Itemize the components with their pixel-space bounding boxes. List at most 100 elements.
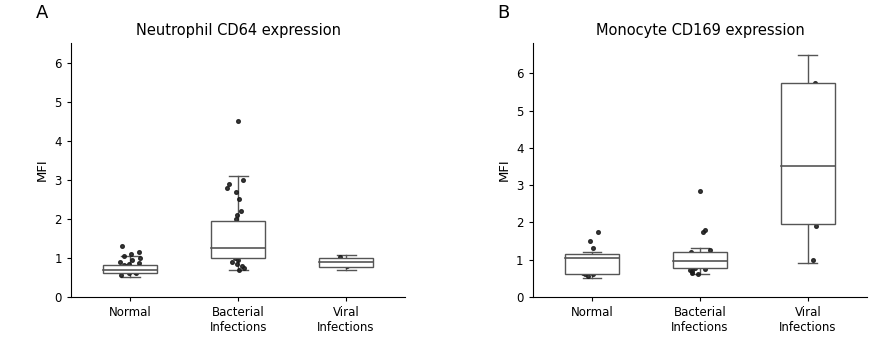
Point bbox=[691, 272, 705, 277]
Point bbox=[123, 267, 137, 273]
Point bbox=[686, 260, 700, 265]
Point bbox=[700, 264, 714, 269]
Point bbox=[587, 266, 601, 272]
Point bbox=[133, 255, 147, 261]
Point bbox=[586, 245, 600, 251]
Point bbox=[701, 253, 715, 259]
Point bbox=[589, 260, 603, 266]
Point bbox=[587, 258, 601, 264]
Point bbox=[341, 257, 355, 263]
Point bbox=[575, 264, 589, 269]
Bar bbox=[319, 258, 373, 267]
Point bbox=[114, 264, 128, 270]
Point bbox=[685, 268, 699, 274]
Point bbox=[581, 265, 596, 271]
Point bbox=[237, 247, 251, 253]
Point bbox=[229, 228, 243, 233]
Point bbox=[593, 262, 607, 268]
Bar bbox=[781, 83, 835, 224]
Point bbox=[806, 257, 820, 262]
Point bbox=[132, 249, 146, 255]
Title: Monocyte CD169 expression: Monocyte CD169 expression bbox=[596, 23, 804, 38]
Point bbox=[696, 258, 711, 264]
Point bbox=[113, 259, 127, 265]
Point bbox=[236, 265, 250, 270]
Point bbox=[126, 257, 140, 263]
Point bbox=[591, 269, 605, 274]
Point bbox=[232, 267, 246, 273]
Bar bbox=[565, 254, 619, 274]
Point bbox=[575, 270, 589, 275]
Point bbox=[234, 208, 248, 214]
Point bbox=[222, 181, 236, 187]
Point bbox=[231, 257, 245, 263]
Point bbox=[329, 259, 343, 265]
Point bbox=[809, 223, 823, 229]
Point bbox=[685, 257, 699, 262]
Y-axis label: MFI: MFI bbox=[497, 159, 511, 181]
Point bbox=[240, 226, 254, 232]
Point bbox=[118, 266, 132, 272]
Point bbox=[228, 233, 242, 239]
Point bbox=[695, 262, 709, 268]
Text: A: A bbox=[35, 4, 48, 22]
Point bbox=[231, 118, 245, 124]
Point bbox=[699, 251, 713, 257]
Point bbox=[343, 260, 358, 265]
Point bbox=[334, 254, 348, 260]
Point bbox=[591, 229, 605, 235]
Point bbox=[586, 260, 600, 265]
Point bbox=[582, 238, 596, 244]
Bar bbox=[673, 252, 727, 268]
Point bbox=[119, 264, 133, 269]
Point bbox=[124, 251, 138, 257]
Point bbox=[227, 245, 242, 251]
Point bbox=[129, 270, 143, 276]
Title: Neutrophil CD64 expression: Neutrophil CD64 expression bbox=[135, 23, 341, 38]
Point bbox=[114, 273, 128, 278]
Point bbox=[117, 262, 131, 268]
Point bbox=[581, 255, 595, 261]
Point bbox=[340, 264, 354, 269]
Point bbox=[335, 258, 349, 264]
Point bbox=[230, 239, 244, 245]
Point bbox=[807, 164, 821, 169]
Point bbox=[689, 265, 703, 271]
Point bbox=[683, 249, 697, 255]
Bar bbox=[212, 221, 266, 258]
Point bbox=[578, 271, 592, 277]
Point bbox=[114, 266, 128, 272]
Point bbox=[122, 261, 136, 266]
Point bbox=[133, 260, 147, 265]
Point bbox=[697, 266, 712, 272]
Point bbox=[230, 232, 244, 237]
Point bbox=[120, 264, 135, 270]
Point bbox=[134, 268, 148, 274]
Point bbox=[123, 265, 137, 271]
Point bbox=[697, 227, 712, 233]
Point bbox=[685, 270, 699, 275]
Point bbox=[118, 253, 132, 259]
Point bbox=[687, 264, 701, 270]
Bar bbox=[104, 265, 158, 273]
Point bbox=[220, 185, 235, 190]
Point bbox=[692, 255, 706, 261]
Point bbox=[575, 261, 589, 267]
Point bbox=[694, 260, 708, 266]
Point bbox=[343, 262, 358, 268]
Point bbox=[124, 268, 138, 273]
Text: B: B bbox=[497, 4, 510, 22]
Point bbox=[684, 261, 698, 267]
Point bbox=[593, 263, 607, 269]
Point bbox=[224, 224, 238, 230]
Point bbox=[230, 261, 244, 266]
Point bbox=[581, 273, 595, 279]
Y-axis label: MFI: MFI bbox=[35, 159, 49, 181]
Point bbox=[127, 265, 141, 271]
Point bbox=[589, 268, 603, 274]
Point bbox=[228, 251, 242, 257]
Point bbox=[232, 197, 246, 202]
Point bbox=[235, 235, 249, 241]
Point bbox=[696, 229, 711, 235]
Point bbox=[793, 190, 807, 195]
